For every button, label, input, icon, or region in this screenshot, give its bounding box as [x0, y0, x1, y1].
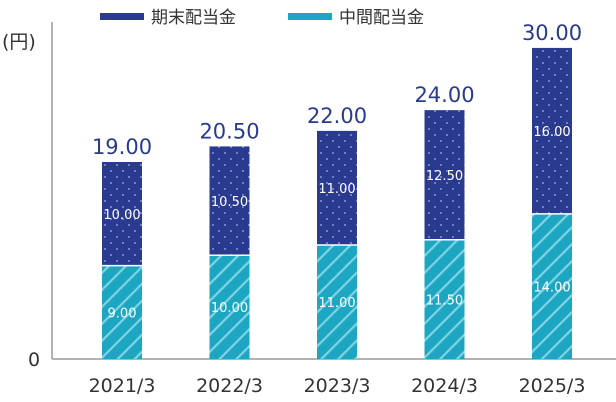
- value-label-interim-2: 11.00: [318, 296, 355, 311]
- total-label-0: 19.00: [92, 135, 152, 159]
- legend-swatch-interim: [288, 13, 332, 20]
- total-label-4: 30.00: [522, 21, 582, 45]
- x-tick-label-0: 2021/3: [89, 375, 156, 397]
- value-label-final-2: 11.00: [318, 182, 355, 197]
- legend-label-interim: 中間配当金: [339, 8, 424, 28]
- bar-interim-3: [424, 239, 465, 359]
- bar-final-4: [532, 47, 572, 214]
- y-axis-unit-label: (円): [2, 31, 36, 53]
- legend-label-final: 期末配当金: [151, 8, 236, 28]
- value-label-final-3: 12.50: [426, 169, 463, 184]
- bar-final-2: [317, 130, 357, 245]
- value-label-final-4: 16.00: [533, 125, 570, 140]
- bar-interim-0: [102, 265, 142, 359]
- bar-interim-2: [317, 244, 357, 359]
- x-ticks-group: 2021/3 2022/3 2023/3 2024/3 2025/3: [89, 375, 586, 397]
- total-label-2: 22.00: [307, 104, 367, 128]
- value-label-final-1: 10.50: [211, 195, 248, 210]
- x-tick-label-4: 2025/3: [519, 375, 586, 397]
- legend-swatch-final: [100, 13, 144, 20]
- value-label-interim-3: 11.50: [426, 293, 463, 308]
- total-label-3: 24.00: [414, 83, 474, 107]
- x-tick-label-2: 2023/3: [304, 375, 371, 397]
- value-label-interim-4: 14.00: [533, 280, 570, 295]
- bars-group: 9.00 10.00 19.00 10.00 10.50 20.50 11.00 11.00 2…: [92, 21, 582, 359]
- value-label-interim-1: 10.00: [211, 301, 248, 316]
- value-label-final-0: 10.00: [103, 208, 140, 223]
- y-tick-zero: 0: [28, 349, 40, 371]
- bar-interim-4: [532, 213, 572, 359]
- total-label-1: 20.50: [199, 119, 259, 143]
- x-tick-label-3: 2024/3: [411, 375, 478, 397]
- bar-interim-1: [209, 255, 250, 359]
- bar-final-0: [102, 161, 142, 266]
- bar-final-3: [424, 110, 465, 240]
- legend: 期末配当金 中間配当金: [100, 8, 424, 28]
- bar-final-1: [209, 146, 250, 256]
- x-tick-label-1: 2022/3: [196, 375, 263, 397]
- value-label-interim-0: 9.00: [108, 306, 137, 321]
